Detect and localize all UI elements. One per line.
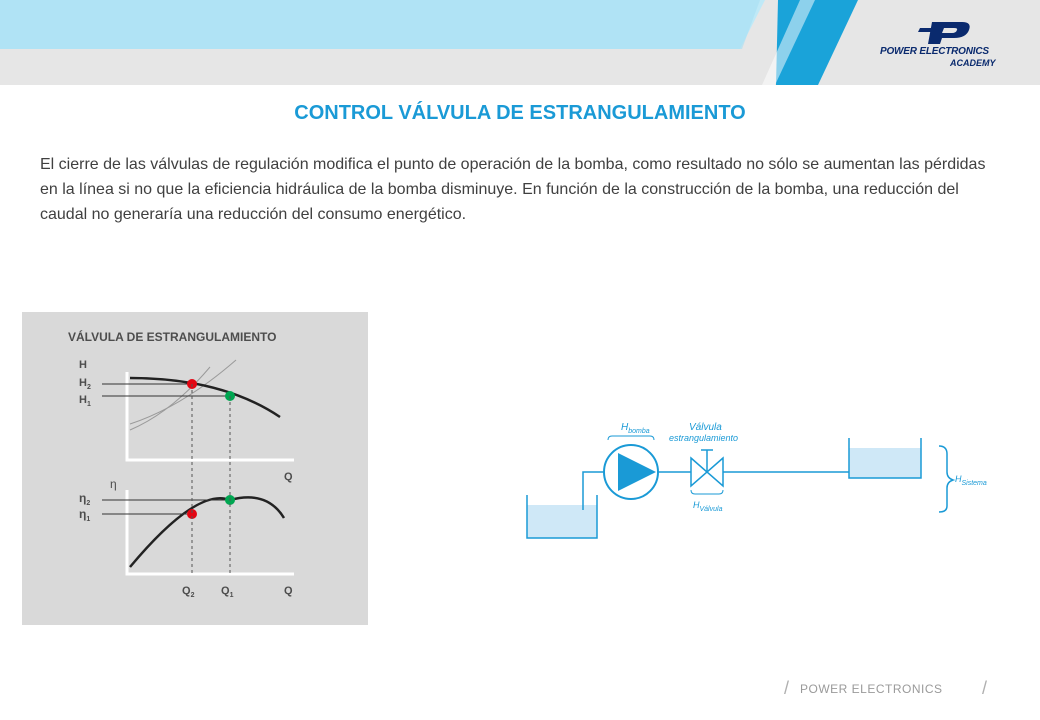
footer-brand: POWER ELECTRONICS [800, 682, 943, 696]
head-axes [125, 372, 294, 462]
footer-slash-left: / [784, 678, 790, 698]
efficiency-axes [125, 490, 294, 576]
company-logo: POWER ELECTRONICS ACADEMY [870, 18, 1020, 68]
logo-text-academy: ACADEMY [950, 58, 996, 68]
system-head-brace [938, 445, 956, 513]
efficiency-mark-eta1: η1 [79, 507, 90, 523]
chart-panel-title: VÁLVULA DE ESTRANGULAMIENTO [68, 329, 276, 344]
q2-label: Q2 [182, 585, 195, 599]
suction-tank-water [527, 505, 597, 538]
efficiency-chart: η η2 η1 Q2 Q1 Q [79, 384, 294, 599]
system-curve-closed [129, 366, 211, 431]
head-mark-h2: H2 [79, 377, 91, 391]
header-banner: POWER ELECTRONICS ACADEMY [0, 0, 1040, 85]
discharge-tank [848, 438, 922, 479]
footer-slash-right: / [982, 678, 988, 698]
logo-text-main: POWER ELECTRONICS [880, 46, 989, 57]
head-axis-label: H [79, 359, 87, 371]
system-curve-open [129, 359, 237, 425]
efficiency-x-axis-label: Q [284, 585, 293, 597]
page-title: CONTROL VÁLVULA DE ESTRANGULAMIENTO [294, 102, 746, 124]
valve-loss-bracket [690, 489, 724, 495]
suction-tank [526, 495, 598, 539]
head-chart: H H2 H1 Q [79, 359, 294, 483]
pump-head-label: Hbomba [621, 422, 650, 435]
efficiency-mark-eta2: η2 [79, 491, 90, 507]
system-head-label: HSistema [955, 474, 987, 487]
throttle-valve-chart-panel: VÁLVULA DE ESTRANGULAMIENTO H H2 H1 Q η … [22, 312, 368, 625]
pump-head-curve [129, 376, 281, 419]
head-x-axis-label: Q [284, 471, 293, 483]
head-mark-h1: H1 [79, 394, 91, 408]
efficiency-axis-label: η [110, 477, 117, 491]
header-graphic [0, 0, 1040, 85]
system-schematic: Hbomba Válvula estrangulamiento HVálvula… [526, 422, 987, 539]
q1-label: Q1 [221, 585, 234, 599]
suction-pipe [582, 471, 603, 510]
efficiency-point-2 [187, 509, 197, 519]
valve-loss-label: HVálvula [693, 500, 723, 513]
description-paragraph: El cierre de las válvulas de regulación … [40, 156, 986, 223]
logo-mark-icon [918, 22, 970, 44]
valve-label-line2: estrangulamiento [669, 433, 738, 443]
hydraulic-system-diagram: Hbomba Válvula estrangulamiento HVálvula… [515, 410, 1015, 550]
pump-curves-figure: VÁLVULA DE ESTRANGULAMIENTO H H2 H1 Q η … [22, 312, 368, 625]
discharge-tank-water [849, 448, 921, 478]
valve-label-line1: Válvula [689, 422, 722, 433]
pump-impeller-icon [618, 453, 656, 491]
chart-background [22, 312, 368, 625]
pump-head-bracket [607, 435, 655, 441]
valve-left-icon [690, 456, 709, 488]
valve-right-icon [705, 456, 724, 488]
